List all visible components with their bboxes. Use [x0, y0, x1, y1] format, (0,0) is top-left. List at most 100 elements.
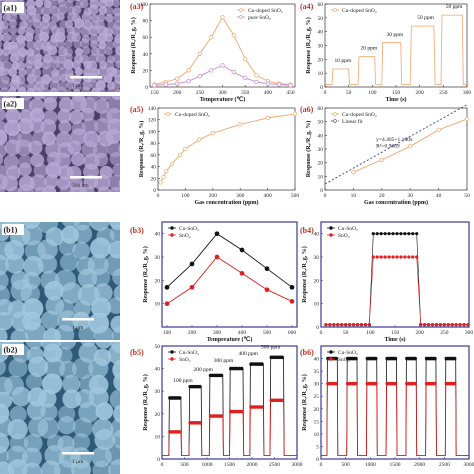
legend-marker: [170, 357, 174, 361]
photo-tag: (a1): [2, 2, 24, 13]
x-tick-label: 0: [324, 193, 327, 199]
particle: [113, 373, 120, 392]
data-point: [161, 174, 166, 180]
sem-photo-2: (a2) 300 nm: [0, 96, 120, 192]
series-0: [321, 356, 469, 457]
x-tick-label: 20: [379, 193, 385, 199]
data-point: [379, 157, 384, 163]
x-tick-label: 100: [368, 90, 377, 96]
y-tick-label: 10: [314, 302, 320, 308]
data-point: [265, 115, 270, 121]
annotation: 10 ppm: [334, 58, 351, 64]
particle: [0, 13, 3, 22]
legend-label: Cu-SnO₂: [179, 350, 199, 356]
y-tick-label: 20: [314, 278, 320, 284]
panel-tag: (a3): [130, 2, 144, 11]
legend-marker: [329, 350, 333, 354]
particle: [49, 87, 59, 92]
particle: [18, 162, 32, 177]
scale-bar: 1 μm: [62, 318, 94, 331]
data-point: [466, 323, 470, 327]
y-tick-label: 35: [314, 369, 320, 375]
annotation: 30 ppm: [387, 32, 404, 38]
x-tick-label: 50: [343, 330, 349, 336]
data-point: [231, 69, 236, 75]
data-point: [238, 122, 243, 127]
data-point: [220, 63, 225, 68]
particle: [122, 27, 132, 37]
particle: [121, 19, 129, 27]
data-point: [239, 409, 244, 414]
particle: [16, 54, 25, 63]
y-tick-label: 40: [155, 232, 161, 238]
particle: [0, 87, 9, 92]
y-tick-label: 10: [318, 174, 324, 180]
particle: [121, 7, 129, 15]
particle: [106, 87, 117, 92]
y-tick-label: 15: [314, 419, 320, 425]
data-point: [189, 261, 195, 267]
particle: [114, 88, 120, 92]
y-tick-label: 80: [151, 141, 157, 147]
legend-marker: [333, 119, 337, 123]
x-tick-label: 500: [263, 330, 272, 336]
particle: [54, 325, 75, 340]
data-point: [373, 356, 378, 361]
x-tick-label: 0: [320, 330, 323, 336]
particle: [118, 179, 120, 189]
x-tick-label: 100: [163, 330, 172, 336]
particle: [5, 254, 25, 274]
x-tick-label: 3000: [464, 462, 474, 468]
x-tick-label: 1000: [202, 462, 213, 468]
photo-tag: (a2): [2, 98, 24, 109]
data-point: [163, 82, 169, 87]
series-1: [164, 254, 295, 307]
y-tick-label: 5: [316, 444, 319, 450]
legend-marker: [329, 226, 333, 230]
photo-tag: (b2): [2, 344, 24, 355]
data-point: [289, 298, 295, 304]
x-tick-label: 1000: [365, 462, 376, 468]
x-tick-label: 500: [180, 462, 189, 468]
chart-a4: (a4) 0 50 100 150 200 250 300 0 10 20 30 40 50 60 Time …: [300, 2, 471, 103]
photo-tag-label: (a2): [4, 100, 18, 109]
y-axis-label: Response (Rₐ/R_g, %): [142, 374, 149, 431]
y-tick-label: 30: [155, 255, 161, 261]
legend-marker: [333, 112, 337, 116]
annotation: 200 ppm: [194, 367, 214, 373]
data-point: [152, 83, 157, 88]
series-0: [164, 231, 295, 290]
data-point: [280, 398, 284, 403]
particle: [64, 39, 73, 49]
y-tick-label: 20: [155, 412, 161, 418]
x-tick-label: 350: [241, 90, 250, 96]
y-axis-label: Response (Rₐ/R_g, %): [305, 17, 312, 74]
particle: [74, 67, 84, 76]
particle: [37, 254, 58, 274]
data-point: [183, 146, 188, 152]
legend-label: Cu-doped SnO₂: [248, 8, 283, 14]
particle: [59, 253, 79, 272]
y-tick-label: 0: [145, 85, 148, 91]
particle: [0, 40, 3, 49]
data-point: [260, 362, 264, 366]
particle: [111, 80, 120, 90]
particle: [112, 429, 120, 450]
data-point: [177, 430, 182, 434]
legend-marker: [239, 8, 243, 12]
y-tick-label: 30: [314, 255, 320, 261]
data-point: [158, 180, 163, 185]
legend-label: Cu-SnO₂: [338, 350, 358, 356]
particle: [63, 88, 73, 92]
data-point: [354, 356, 358, 361]
particle: [56, 12, 65, 21]
particle: [122, 0, 131, 1]
data-point: [254, 73, 259, 78]
annotation: 50 ppm: [417, 15, 434, 21]
plot-frame: [324, 3, 468, 88]
y-tick-label: 30: [155, 389, 161, 395]
y-tick-label: 10: [314, 432, 320, 438]
data-point: [219, 373, 224, 378]
y-tick-label: 80: [143, 19, 149, 25]
